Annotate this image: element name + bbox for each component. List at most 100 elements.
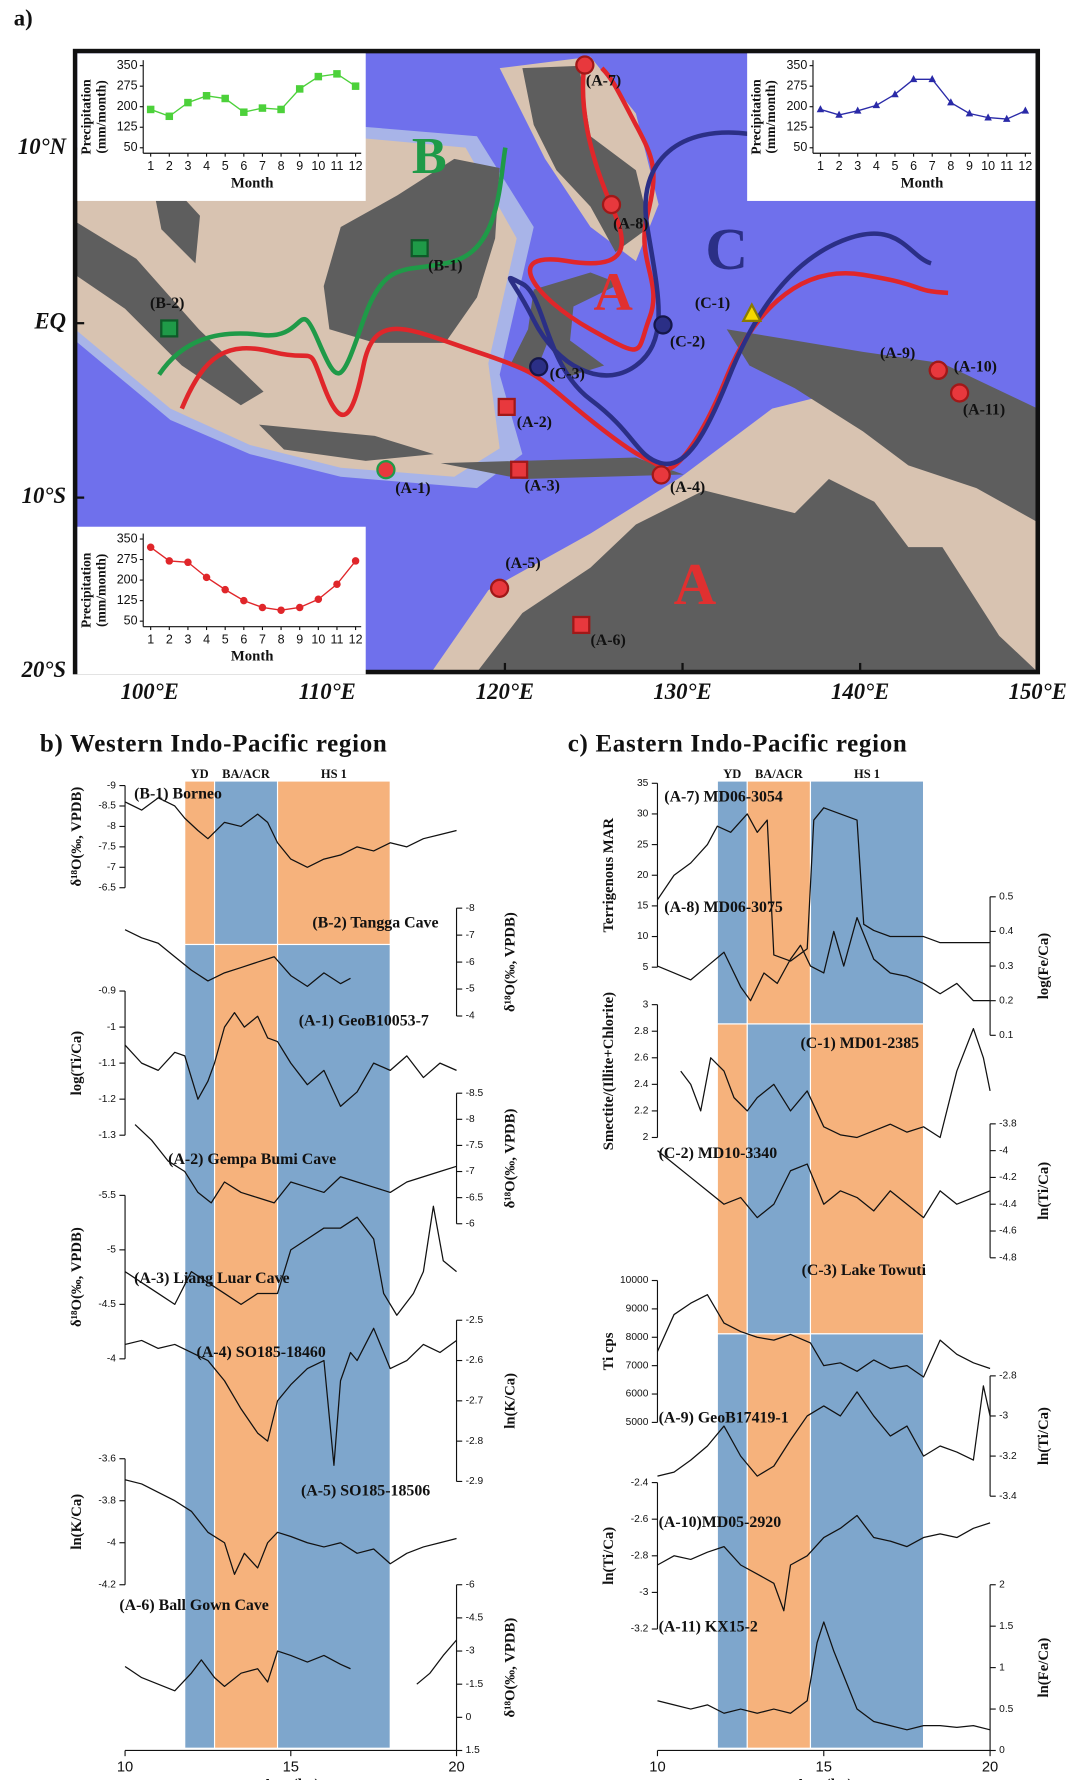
period-band <box>810 781 923 1024</box>
record-name: (A-3) Liang Luar Cave <box>134 1270 289 1287</box>
y-tick-label: -5 <box>107 1245 116 1256</box>
y-tick-label: -4.4 <box>999 1199 1017 1210</box>
y-tick-label: -3 <box>639 1587 648 1598</box>
y-tick-label: 35 <box>637 778 649 789</box>
y-axis-label: (mm/month) <box>93 554 109 627</box>
x-tick-label: 9 <box>966 159 973 173</box>
region-label: C <box>705 216 748 282</box>
x-tick-label: 11 <box>330 633 343 647</box>
y-tick-label: -4.2 <box>999 1172 1017 1183</box>
x-tick-label: 110°E <box>299 679 356 704</box>
site-label: (A-8) <box>613 215 648 232</box>
site-label: (A-11) <box>963 402 1005 419</box>
site-marker <box>161 320 177 336</box>
x-tick-label: 1 <box>147 159 154 173</box>
x-tick-label: 20 <box>982 1759 998 1775</box>
x-tick-label: 11 <box>330 159 343 173</box>
x-tick-label: 7 <box>929 159 936 173</box>
x-tick-label: 10 <box>117 1759 133 1775</box>
record-name: (A-2) Gempa Bumi Cave <box>168 1151 336 1168</box>
y-tick-label: -4.2 <box>98 1579 116 1590</box>
y-tick-label: -1.3 <box>98 1130 116 1141</box>
x-tick-label: 100°E <box>121 679 179 704</box>
y-tick-label: -3.8 <box>98 1495 116 1506</box>
precipitation-point <box>147 543 154 550</box>
x-tick-label: 3 <box>184 159 191 173</box>
y-tick-label: -6.5 <box>466 1192 484 1203</box>
period-label: BA/ACR <box>222 767 271 781</box>
period-band <box>717 1024 747 1334</box>
y-tick-label: 20 <box>637 870 649 881</box>
y-tick-label: 0 <box>466 1712 472 1723</box>
y-tick-label: -3.6 <box>98 1453 116 1464</box>
site-marker <box>530 358 547 375</box>
y-tick-label: -4 <box>466 1011 475 1022</box>
y-tick-label: 200 <box>117 99 138 113</box>
y-tick-label: 200 <box>787 99 808 113</box>
x-tick-label: 5 <box>891 159 898 173</box>
y-tick-label: -9 <box>107 780 116 791</box>
site-marker <box>511 462 527 478</box>
x-tick-label: 7 <box>259 159 266 173</box>
y-tick-label: 350 <box>787 58 808 72</box>
y-tick-label: -8 <box>466 903 475 914</box>
precipitation-point <box>315 596 322 603</box>
y-tick-label: -2.7 <box>466 1396 484 1407</box>
site-label: (A-5) <box>505 555 540 572</box>
y-tick-label: -2.8 <box>631 1551 649 1562</box>
y-tick-label: 8000 <box>626 1332 649 1343</box>
region-label: A <box>674 551 717 617</box>
y-tick-label: 125 <box>117 593 138 607</box>
y-tick-label: 5 <box>643 962 649 973</box>
y-axis-label: Precipitation <box>79 79 94 155</box>
y-tick-label: -7 <box>107 862 116 873</box>
y-tick-label: -3.2 <box>999 1451 1017 1462</box>
site-marker <box>412 240 428 256</box>
site-label: (A-3) <box>525 478 560 495</box>
y-tick-label: 7000 <box>626 1360 649 1371</box>
x-tick-label: 6 <box>240 633 247 647</box>
y-tick-label: 0.5 <box>999 1704 1014 1715</box>
precipitation-point <box>166 113 173 120</box>
precipitation-point <box>296 85 303 92</box>
y-tick-label: -6 <box>466 957 475 968</box>
y-axis-label: (mm/month) <box>763 80 779 153</box>
inset: 50125200275350123456789101112MonthPrecip… <box>747 53 1035 201</box>
x-tick-label: 3 <box>184 633 191 647</box>
precipitation-point <box>277 106 284 113</box>
x-tick-label: 10 <box>311 159 325 173</box>
x-tick-label: 6 <box>240 159 247 173</box>
x-tick-label: 1 <box>147 633 154 647</box>
y-tick-label: 275 <box>787 78 808 92</box>
y-axis-label: Ti cps <box>601 1332 617 1370</box>
period-band <box>215 781 278 944</box>
y-tick-label: -2.8 <box>999 1371 1017 1382</box>
record-name: (B-2) Tangga Cave <box>312 915 438 932</box>
y-tick-label: 200 <box>117 572 138 586</box>
region-label: B <box>412 127 447 185</box>
y-tick-label: -7.5 <box>466 1140 484 1151</box>
y-tick-label: 50 <box>793 140 807 154</box>
y-tick-label: 10000 <box>620 1275 649 1286</box>
x-tick-label: 130°E <box>653 679 711 704</box>
site-label: (A-1) <box>395 480 430 497</box>
record-name: (C-2) MD10-3340 <box>659 1145 778 1162</box>
y-tick-label: 2.6 <box>634 1052 649 1063</box>
x-axis-label: Month <box>231 175 274 191</box>
record-name: (A-10)MD05-2920 <box>659 1514 782 1531</box>
x-tick-label: 9 <box>296 633 303 647</box>
period-band <box>747 1334 810 1748</box>
y-tick-label: -4.5 <box>98 1299 116 1310</box>
x-tick-label: 120°E <box>476 679 534 704</box>
y-tick-label: -8 <box>107 821 116 832</box>
x-tick-label: 4 <box>873 159 880 173</box>
y-tick-label: -3 <box>466 1646 475 1657</box>
precipitation-point <box>166 557 173 564</box>
site-marker <box>951 384 968 401</box>
precipitation-point <box>315 73 322 80</box>
site-marker <box>573 617 589 633</box>
x-axis-label: Age (ka) <box>262 1776 320 1780</box>
y-tick-label: -4 <box>107 1537 116 1548</box>
y-tick-label: 2.8 <box>634 1026 649 1037</box>
y-tick-label: -6 <box>466 1218 475 1229</box>
